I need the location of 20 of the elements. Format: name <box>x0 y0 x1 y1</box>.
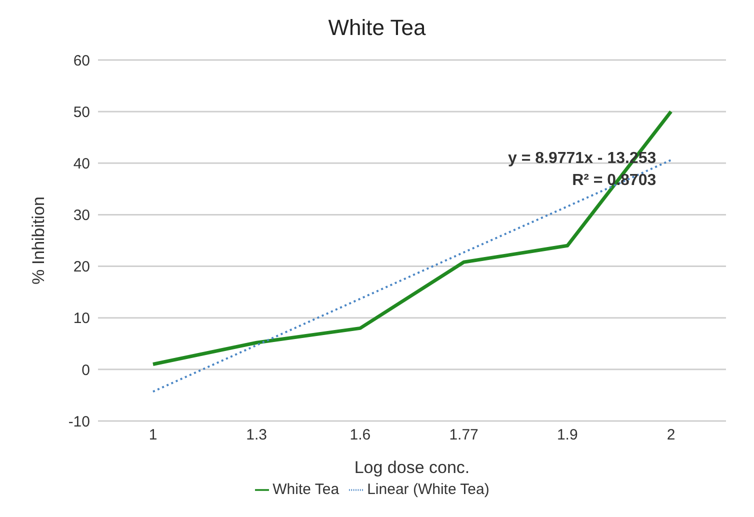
line-series <box>151 110 673 366</box>
y-tick-label: 50 <box>73 104 90 121</box>
x-tick-label: 1.3 <box>246 426 268 444</box>
y-axis-title: % Inhibition <box>29 196 48 284</box>
y-tick-label: 0 <box>82 362 90 379</box>
y-tick-label: 20 <box>73 258 90 276</box>
y-tick-label: -10 <box>68 413 90 430</box>
legend-label: White Tea <box>272 481 340 498</box>
legend-label: Linear (White Tea) <box>367 481 490 498</box>
chart-title: White Tea <box>327 14 427 42</box>
y-tick-label: 10 <box>73 310 90 328</box>
y-tick-label: 40 <box>73 155 90 172</box>
x-tick-label: 1.9 <box>556 426 578 444</box>
x-tick-label: 1.77 <box>449 426 478 444</box>
x-axis-title: Log dose conc. <box>354 458 470 477</box>
x-tick-label: 1 <box>148 426 158 444</box>
y-tick-label: 30 <box>73 207 90 224</box>
x-tick-label: 1.6 <box>350 426 371 444</box>
y-tick-label: 60 <box>73 52 90 70</box>
x-tick-label: 2 <box>666 426 676 444</box>
